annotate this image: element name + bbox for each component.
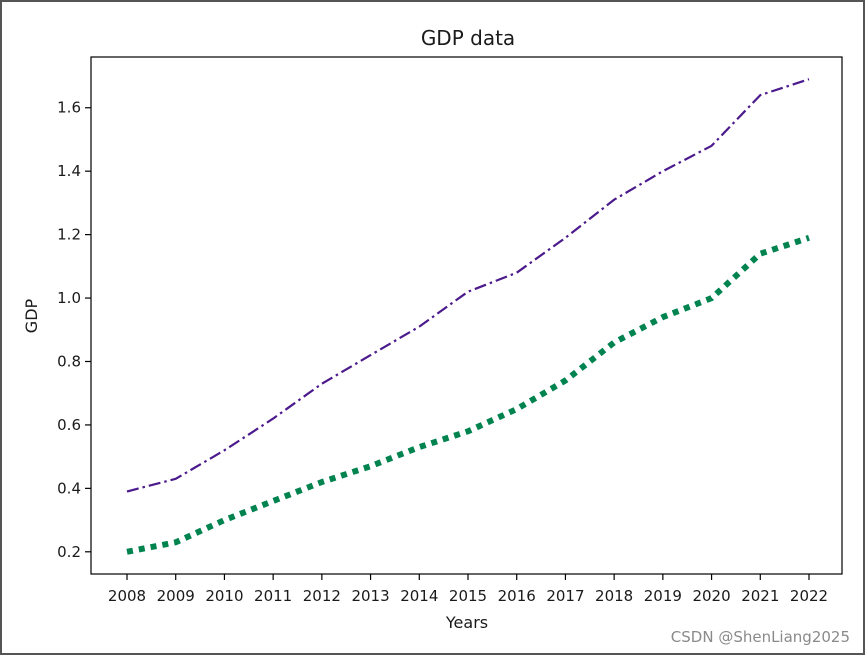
x-tick-label: 2016 xyxy=(498,587,536,605)
y-tick-label: 0.8 xyxy=(57,352,81,370)
x-tick-label: 2017 xyxy=(546,587,584,605)
y-tick-label: 1.2 xyxy=(57,226,81,244)
x-tick-label: 2018 xyxy=(595,587,633,605)
watermark: CSDN @ShenLiang2025 xyxy=(671,628,850,646)
x-axis-label: Years xyxy=(445,613,488,632)
y-tick-label: 0.6 xyxy=(57,416,81,434)
x-tick-label: 2010 xyxy=(205,587,243,605)
x-axis: 2008 2009 2010 2011 2012 2013 2014 2015 2016 2017… xyxy=(108,574,828,605)
y-tick-label: 1.4 xyxy=(57,162,81,180)
x-tick-label: 2019 xyxy=(644,587,682,605)
y-tick-label: 0.2 xyxy=(57,543,81,561)
x-tick-label: 2011 xyxy=(254,587,292,605)
x-tick-label: 2012 xyxy=(303,587,341,605)
x-tick-label: 2020 xyxy=(692,587,730,605)
y-axis-label: GDP xyxy=(22,298,41,333)
x-tick-label: 2008 xyxy=(108,587,146,605)
chart-title: GDP data xyxy=(421,26,515,50)
series-layer xyxy=(126,78,810,555)
plot-area xyxy=(90,56,843,575)
x-tick-label: 2014 xyxy=(400,587,438,605)
y-tick-label: 0.4 xyxy=(57,479,81,497)
y-tick-label: 1.0 xyxy=(57,289,81,307)
x-tick-label: 2009 xyxy=(157,587,195,605)
y-tick-label: 1.6 xyxy=(57,99,81,117)
y-axis: 0.2 0.4 0.6 0.8 1.0 1.2 1.4 1.6 xyxy=(57,99,91,561)
x-tick-label: 2021 xyxy=(741,587,779,605)
x-tick-label: 2015 xyxy=(449,587,487,605)
x-tick-label: 2013 xyxy=(351,587,389,605)
series-line-2 xyxy=(126,234,810,555)
x-tick-label: 2022 xyxy=(790,587,828,605)
